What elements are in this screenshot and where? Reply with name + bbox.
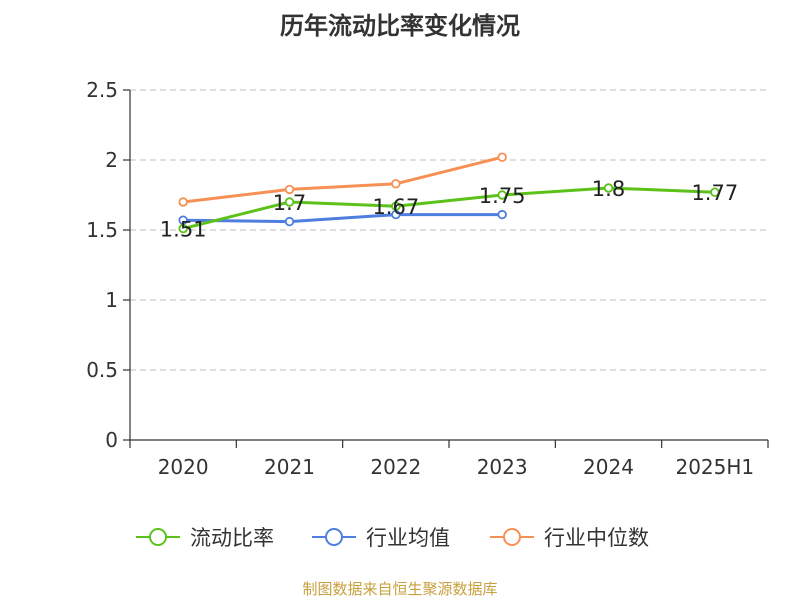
data-point [284,216,295,227]
legend-item-label[interactable]: 行业中位数 [544,526,649,550]
data-point [284,197,295,207]
y-tick-label: 2.5 [86,78,118,102]
y-tick-label: 1.5 [86,218,118,242]
legend-item-label[interactable]: 流动比率 [190,526,274,550]
x-tick-label: 2022 [370,455,421,479]
y-tick-label: 0.5 [86,358,118,382]
series-line [182,186,715,231]
x-tick-label: 2024 [583,455,634,479]
data-point [178,223,188,234]
legend-marker-icon[interactable] [149,528,167,546]
data-point [178,197,188,207]
x-tick-label: 2020 [158,455,209,479]
grid-lines [130,89,768,371]
data-point [284,184,295,195]
series-line [182,155,503,204]
x-tick-label: 2021 [264,455,315,479]
x-tick-label: 2025H1 [675,455,754,479]
y-tick-label: 2 [105,148,118,172]
series-lines [178,152,720,234]
data-point [497,209,507,220]
chart-title: 历年流动比率变化情况 [280,12,520,40]
data-labels: 1.51 1.7 1.67 1.75 1.8 1.77 [160,177,738,242]
data-point [497,190,507,200]
data-label: 1.7 [273,191,306,215]
data-point [497,152,507,162]
legend-item-label[interactable]: 行业均值 [366,526,450,550]
legend[interactable]: 流动比率 行业均值 行业中位数 [136,526,649,550]
data-label: 1.51 [160,218,207,242]
data-point [603,183,614,193]
data-label: 1.67 [372,195,419,219]
data-point [391,201,401,211]
legend-marker-icon[interactable] [325,528,343,546]
y-tick-label: 1 [105,288,118,312]
data-point [710,187,720,197]
series-line [183,213,503,224]
axes: 0 0.5 1 1.5 2 2.5 2020 2021 2022 2023 2024 2025H1 [86,78,769,479]
x-tick-label: 2023 [477,455,528,479]
data-source-note: 制图数据来自恒生聚源数据库 [302,580,498,598]
y-tick-label: 0 [105,428,118,452]
data-label: 1.75 [479,184,526,208]
data-label: 1.77 [691,181,738,205]
legend-marker-icon[interactable] [503,528,521,546]
data-point [391,179,401,189]
data-label: 1.8 [592,177,625,201]
